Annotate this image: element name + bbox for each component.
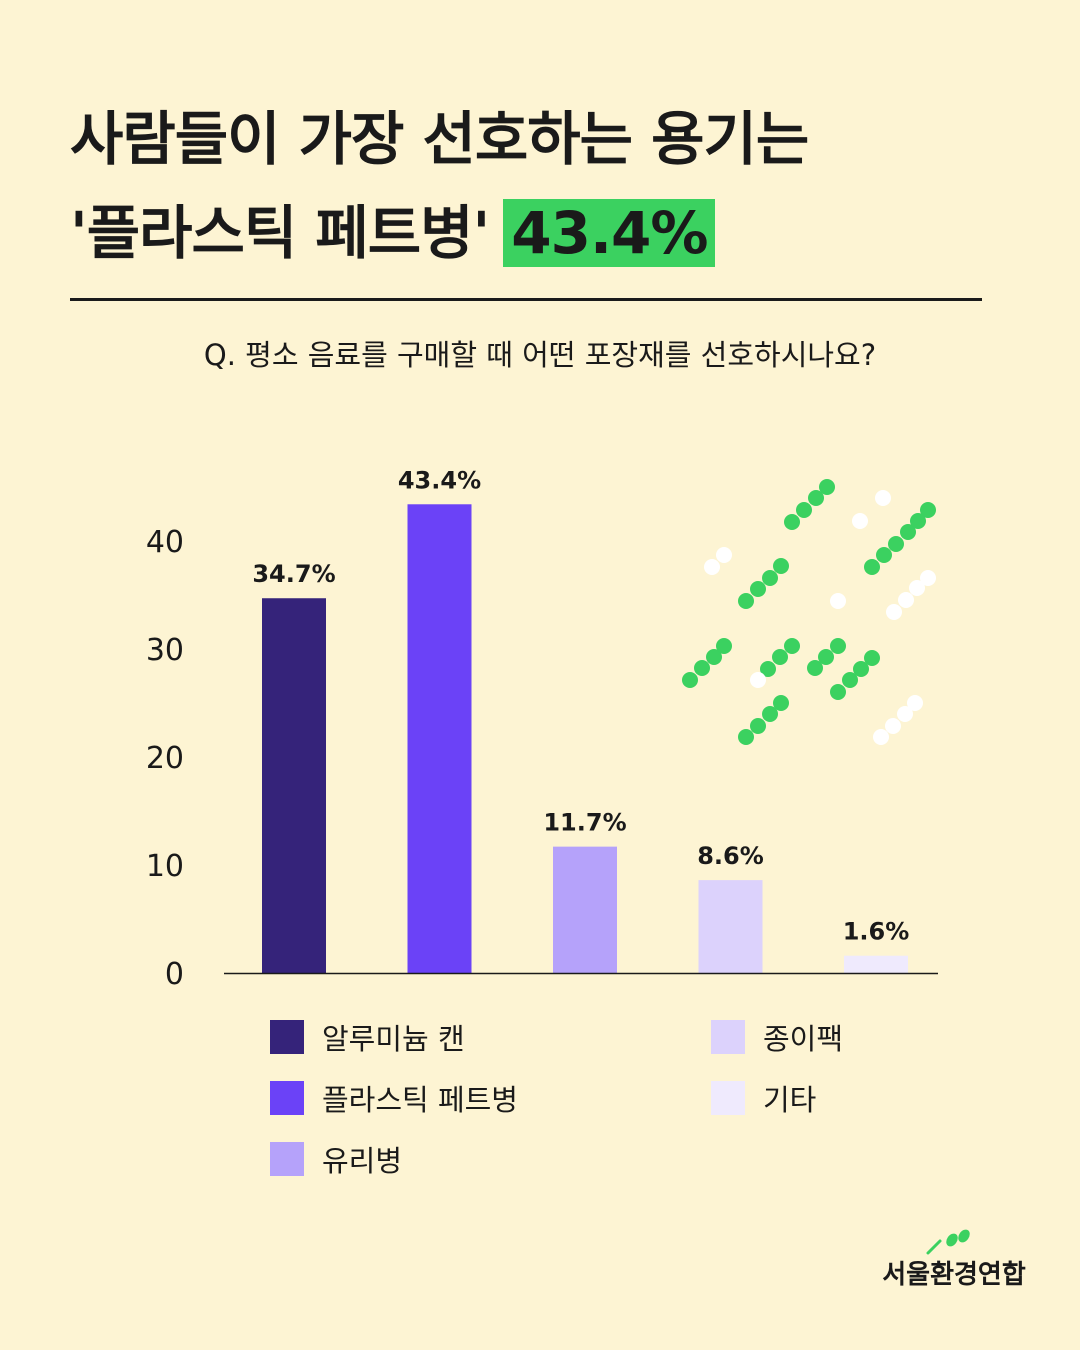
decorative-dot-green xyxy=(784,638,800,654)
data-label: 11.7% xyxy=(543,809,626,837)
decorative-dot-white xyxy=(885,718,901,734)
title-line-2: '플라스틱 페트병' 43.4% xyxy=(70,186,808,280)
decorative-dot-green xyxy=(808,490,824,506)
bar xyxy=(698,880,763,973)
y-tick-label: 30 xyxy=(146,633,184,668)
decorative-dot-green xyxy=(773,695,789,711)
decorative-dot-green xyxy=(864,650,880,666)
decorative-dot-green xyxy=(716,638,732,654)
legend-label-glass-bottle: 유리병 xyxy=(322,1144,403,1178)
decorative-dot-green xyxy=(818,649,834,665)
decorative-dot-green xyxy=(842,672,858,688)
legend-label-aluminum-can: 알루미늄 캔 xyxy=(322,1022,465,1056)
decorative-dot-green xyxy=(750,581,766,597)
decorative-dot-green xyxy=(762,706,778,722)
legend-item-plastic-pet: 플라스틱 페트병 xyxy=(270,1078,518,1118)
legend-swatch-plastic-pet xyxy=(270,1081,304,1115)
y-tick-label: 20 xyxy=(146,741,184,776)
decorative-dot-white xyxy=(886,604,902,620)
decorative-dot-green xyxy=(682,672,698,688)
decorative-dot-green xyxy=(750,718,766,734)
decorative-dot-green xyxy=(784,514,800,530)
decorative-dot-green xyxy=(706,649,722,665)
decorative-dot-green xyxy=(738,729,754,745)
decorative-dot-green xyxy=(853,661,869,677)
decorative-dot-green xyxy=(864,559,880,575)
decorative-dot-green xyxy=(760,661,776,677)
y-tick-label: 40 xyxy=(146,525,184,560)
decorative-dot-white xyxy=(898,592,914,608)
decorative-dot-green xyxy=(920,502,936,518)
decorative-dot-white xyxy=(852,513,868,529)
decorative-dot-white xyxy=(830,593,846,609)
decorative-dot-green xyxy=(796,502,812,518)
decorative-dot-white xyxy=(716,547,732,563)
decorative-dot-green xyxy=(900,524,916,540)
title-product: '플라스틱 페트병' xyxy=(70,199,490,267)
bar xyxy=(844,955,908,973)
decorative-dot-white xyxy=(750,672,766,688)
y-tick-label: 10 xyxy=(146,849,184,884)
survey-question: Q. 평소 음료를 구매할 때 어떤 포장재를 선호하시나요? xyxy=(203,338,877,372)
decorative-dot-green xyxy=(910,513,926,529)
decorative-dot-green xyxy=(876,547,892,563)
decorative-dot-white xyxy=(875,490,891,506)
y-tick-label: 0 xyxy=(165,957,184,992)
decorative-dot-green xyxy=(762,570,778,586)
decorative-dot-green xyxy=(819,479,835,495)
bar xyxy=(407,504,472,973)
title-line-1: 사람들이 가장 선호하는 용기는 xyxy=(70,105,809,173)
legend-label-other: 기타 xyxy=(763,1083,817,1117)
legend-swatch-glass-bottle xyxy=(270,1142,304,1176)
legend-swatch-other xyxy=(711,1081,745,1115)
decorative-dot-white xyxy=(704,559,720,575)
legend-item-glass-bottle: 유리병 xyxy=(270,1139,402,1179)
legend-label-paper-pack: 종이팩 xyxy=(763,1022,844,1056)
leaf-sprout-icon xyxy=(926,1229,970,1255)
legend-item-other: 기타 xyxy=(711,1078,816,1118)
data-label: 34.7% xyxy=(252,560,335,588)
legend-swatch-aluminum-can xyxy=(270,1020,304,1054)
data-label: 8.6% xyxy=(697,842,764,870)
title-divider xyxy=(70,298,982,301)
decorative-dot-green xyxy=(772,649,788,665)
data-label: 43.4% xyxy=(398,466,481,494)
decorative-dot-white xyxy=(907,695,923,711)
decorative-dot-green xyxy=(888,536,904,552)
bar xyxy=(553,846,617,973)
decorative-dot-green xyxy=(830,638,846,654)
data-label: 1.6% xyxy=(843,918,910,946)
legend-label-plastic-pet: 플라스틱 페트병 xyxy=(322,1083,518,1117)
decorative-dot-green xyxy=(807,660,823,676)
bar-chart: 0 10 20 30 40 34.7% 43.4% 11.7% 8.6% 1.6% xyxy=(146,466,938,992)
decorative-dot-white xyxy=(920,570,936,586)
organization-logo: 서울환경연합 xyxy=(882,1229,1026,1290)
decorative-dot-green xyxy=(694,660,710,676)
decorative-dot-white xyxy=(897,706,913,722)
page-title: 사람들이 가장 선호하는 용기는 '플라스틱 페트병' 43.4% xyxy=(70,92,809,280)
legend-item-aluminum-can: 알루미늄 캔 xyxy=(270,1017,465,1057)
title-highlight-value: 43.4% xyxy=(503,199,716,267)
legend-swatch-paper-pack xyxy=(711,1020,745,1054)
decorative-dot-green xyxy=(773,558,789,574)
decorative-dot-white xyxy=(909,580,925,596)
decorative-dot-green xyxy=(830,684,846,700)
decorative-dot-white xyxy=(873,729,889,745)
decorative-dot-green xyxy=(738,593,754,609)
bar xyxy=(262,598,326,973)
logo-text: 서울환경연합 xyxy=(882,1260,1026,1290)
legend-item-paper-pack: 종이팩 xyxy=(711,1017,843,1057)
